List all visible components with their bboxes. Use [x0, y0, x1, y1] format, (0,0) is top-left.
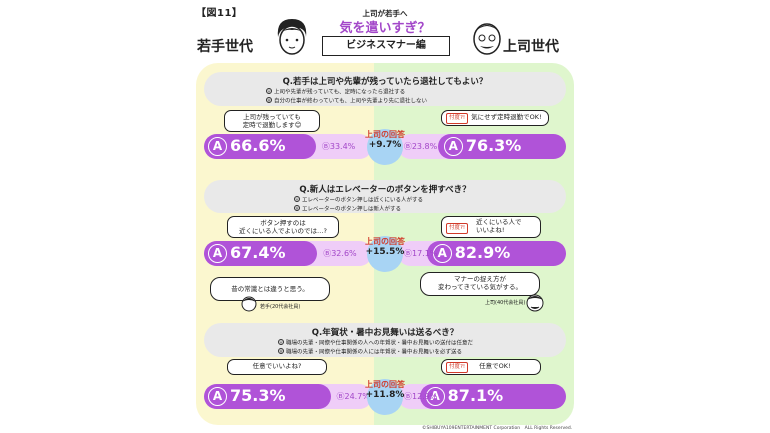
question-3-option-b: Ⓑ 職場の先輩・同僚や仕事関係の人には年賀状・暑中お見舞いを必ず送る — [278, 347, 463, 355]
question-2-title: Q.新人はエレベーターのボタンを押すべき？ — [299, 185, 471, 195]
diff-drop-3 — [367, 379, 403, 415]
boss-quote: マナーの捉え方が 変わってきている気がする。 — [420, 272, 540, 296]
diff-value-1: +9.7% — [368, 140, 402, 150]
header-banner: ビジネスマナー編 — [322, 36, 450, 56]
young-comment-2: ボタン押すのは 近くにいる人でよいのでは…? — [227, 216, 339, 238]
diff-drop-2 — [367, 236, 403, 272]
boss-pct-b-1: Ⓑ23.8% — [403, 142, 438, 151]
young-small-face-icon — [241, 296, 257, 312]
option-a-icon: A — [208, 137, 227, 156]
boss-pct-a-1: 76.3% — [465, 136, 522, 155]
boss-pct-a-2: 82.9% — [454, 243, 511, 262]
question-1-option-a: Ⓐ 上司や先輩が残っていても、定時になったら退社する — [266, 88, 406, 96]
young-character-icon — [277, 19, 307, 55]
option-a-icon: A — [208, 244, 227, 263]
header-subtitle: 上司が若手へ — [362, 9, 408, 18]
boss-comment-3: 忖度?! 任意でOK! — [441, 359, 541, 375]
boss-character-icon — [473, 23, 501, 55]
option-a-icon: A — [208, 387, 227, 406]
question-1-title: Q.若手は上司や先輩が残っていたら退社してもよい？ — [282, 77, 488, 87]
boss-pct-b-3: Ⓑ12.9% — [404, 392, 438, 401]
question-1-box: Q.若手は上司や先輩が残っていたら退社してもよい？ Ⓐ 上司や先輩が残っていても、… — [204, 72, 566, 106]
question-3-title: Q.年賀状・暑中お見舞いは送るべき？ — [311, 328, 459, 338]
young-pct-a-3: 75.3% — [230, 386, 286, 405]
sontaku-tag-3: 忖度?! — [446, 362, 469, 373]
boss-small-face-icon — [526, 294, 544, 312]
header-title: 気を遣いすぎ？ — [339, 21, 431, 36]
young-pct-a-1: 66.6% — [230, 136, 286, 155]
sontaku-tag-2: 忖度?! — [446, 223, 469, 234]
young-comment-3: 任意でいいよね? — [227, 359, 327, 375]
boss-bar-a-3: A 87.1% — [419, 384, 566, 409]
boss-comment-1: 忖度?! 気にせず定時退勤でOK! — [441, 110, 549, 126]
question-1-option-b: Ⓑ 自分の仕事が終わっていても、上司や先輩より先に退社しない — [266, 96, 428, 104]
young-bar-a-3: A 75.3% — [204, 384, 331, 409]
boss-answer-label-3: 上司の回答 — [365, 380, 405, 389]
young-bar-a-1: A 66.6% — [204, 134, 316, 159]
boss-answer-label-2: 上司の回答 — [365, 237, 405, 246]
boss-bar-a-1: A 76.3% — [437, 134, 566, 159]
question-3-box: Q.年賀状・暑中お見舞いは送るべき？ Ⓐ 職場の先輩・同僚や仕事関係の人への年賀状… — [204, 323, 566, 357]
diff-value-3: +11.8% — [365, 390, 405, 400]
sontaku-tag-1: 忖度?! — [446, 113, 469, 124]
boss-bar-a-2: A 82.9% — [426, 241, 566, 266]
question-2-box: Q.新人はエレベーターのボタンを押すべき？ Ⓐ エレベーターのボタン押しは近くにい… — [204, 180, 566, 213]
young-quote: 昔の常識とは違うと思う。 — [210, 277, 330, 301]
copyright: ©SHIBUYA109ENTERTAINMENT Corporation ALL… — [422, 426, 573, 431]
young-generation-label: 若手世代 — [197, 39, 253, 55]
young-pct-b-2: Ⓑ32.6% — [323, 249, 357, 258]
boss-pct-a-3: 87.1% — [447, 386, 504, 405]
boss-generation-label: 上司世代 — [503, 39, 559, 55]
figure-tag: 【図11】 — [196, 8, 243, 19]
question-3-option-a: Ⓐ 職場の先輩・同僚や仕事関係の人への年賀状・暑中お見舞いの送付は任意だ — [278, 339, 474, 347]
boss-answer-label-1: 上司の回答 — [365, 130, 405, 139]
question-2-option-a: Ⓐ エレベーターのボタン押しは近くにいる人がする — [294, 196, 424, 204]
young-quote-author: 若手(20代会社員) — [260, 304, 301, 310]
option-a-icon: A — [432, 244, 452, 263]
option-a-icon: A — [443, 137, 463, 156]
diff-value-2: +15.5% — [365, 247, 405, 257]
boss-pct-b-2: Ⓑ17.1% — [404, 249, 438, 258]
young-bar-a-2: A 67.4% — [204, 241, 318, 266]
boss-comment-2: 忖度?! 近くにいる人で いいよね! — [441, 216, 541, 238]
question-2-option-b: Ⓑ エレベーターのボタン押しは新人がする — [294, 204, 402, 212]
boss-quote-author: 上司(40代会社員) — [485, 300, 526, 306]
young-comment-1: 上司が残っていても 定時で退勤します😊 — [224, 110, 320, 132]
option-a-icon: A — [425, 387, 445, 406]
young-pct-b-3: Ⓑ24.7% — [336, 392, 370, 401]
young-pct-a-2: 67.4% — [230, 243, 286, 262]
young-pct-b-1: Ⓑ33.4% — [321, 142, 356, 151]
diff-drop-1 — [367, 129, 403, 165]
